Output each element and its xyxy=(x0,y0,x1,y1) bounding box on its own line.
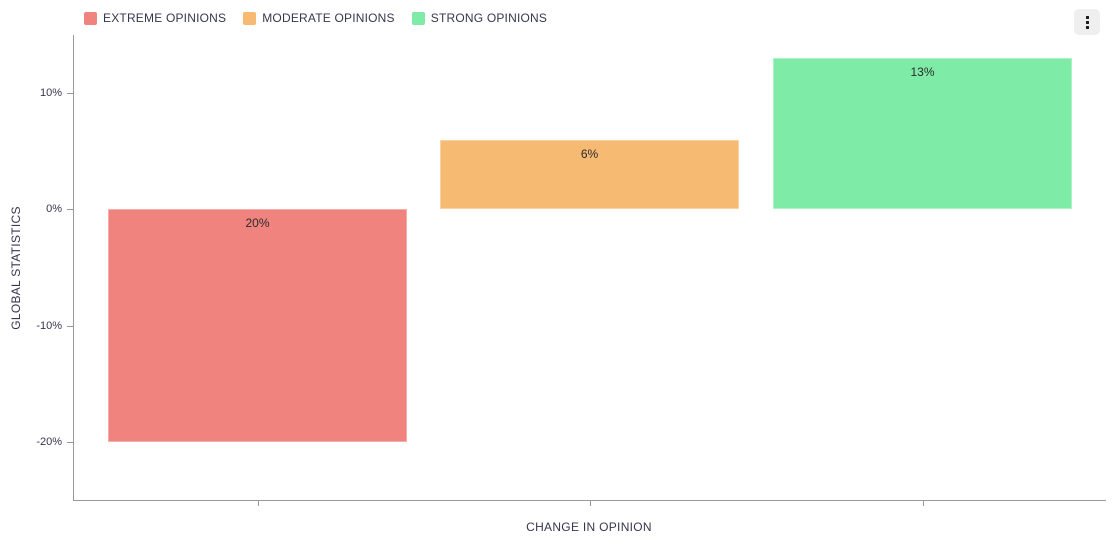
legend-swatch-icon xyxy=(411,12,425,25)
legend-swatch-icon xyxy=(84,12,97,25)
y-tick-label: -20% xyxy=(36,435,62,448)
y-tick-label: 10% xyxy=(39,87,62,100)
kebab-menu-icon xyxy=(1085,15,1089,29)
y-tick-mark xyxy=(67,209,73,211)
x-tick-mark xyxy=(589,500,591,506)
legend-label: STRONG OPINIONS xyxy=(430,11,548,25)
bar-value-label: 13% xyxy=(910,65,935,80)
bar-strong-opinions[interactable] xyxy=(773,58,1072,210)
legend-swatch-icon xyxy=(243,12,257,25)
x-tick-mark xyxy=(922,500,924,506)
legend: EXTREME OPINIONS MODERATE OPINIONS STRONG … xyxy=(84,12,547,25)
legend-label: EXTREME OPINIONS xyxy=(103,11,227,25)
bar-moderate-opinions[interactable] xyxy=(440,139,739,210)
legend-item-extreme-opinions[interactable]: EXTREME OPINIONS xyxy=(84,12,226,25)
bar-extreme-opinions[interactable] xyxy=(108,209,407,442)
x-axis-title: CHANGE IN OPINION xyxy=(526,520,652,534)
y-tick-label: 0% xyxy=(46,203,62,216)
legend-item-moderate-opinions[interactable]: MODERATE OPINIONS xyxy=(243,12,395,25)
y-axis-line xyxy=(73,35,74,500)
legend-item-strong-opinions[interactable]: STRONG OPINIONS xyxy=(411,11,548,25)
y-tick-label: -10% xyxy=(36,319,62,332)
y-axis-title: GLOBAL STATISTICS xyxy=(9,206,23,330)
bar-value-label: 6% xyxy=(580,146,599,161)
kebab-menu-button[interactable] xyxy=(1074,9,1100,35)
bar-value-label: 20% xyxy=(245,216,270,231)
legend-label: MODERATE OPINIONS xyxy=(262,11,395,25)
y-tick-mark xyxy=(67,441,73,443)
y-tick-mark xyxy=(67,93,73,95)
y-tick-mark xyxy=(67,325,73,327)
x-tick-mark xyxy=(257,500,259,506)
